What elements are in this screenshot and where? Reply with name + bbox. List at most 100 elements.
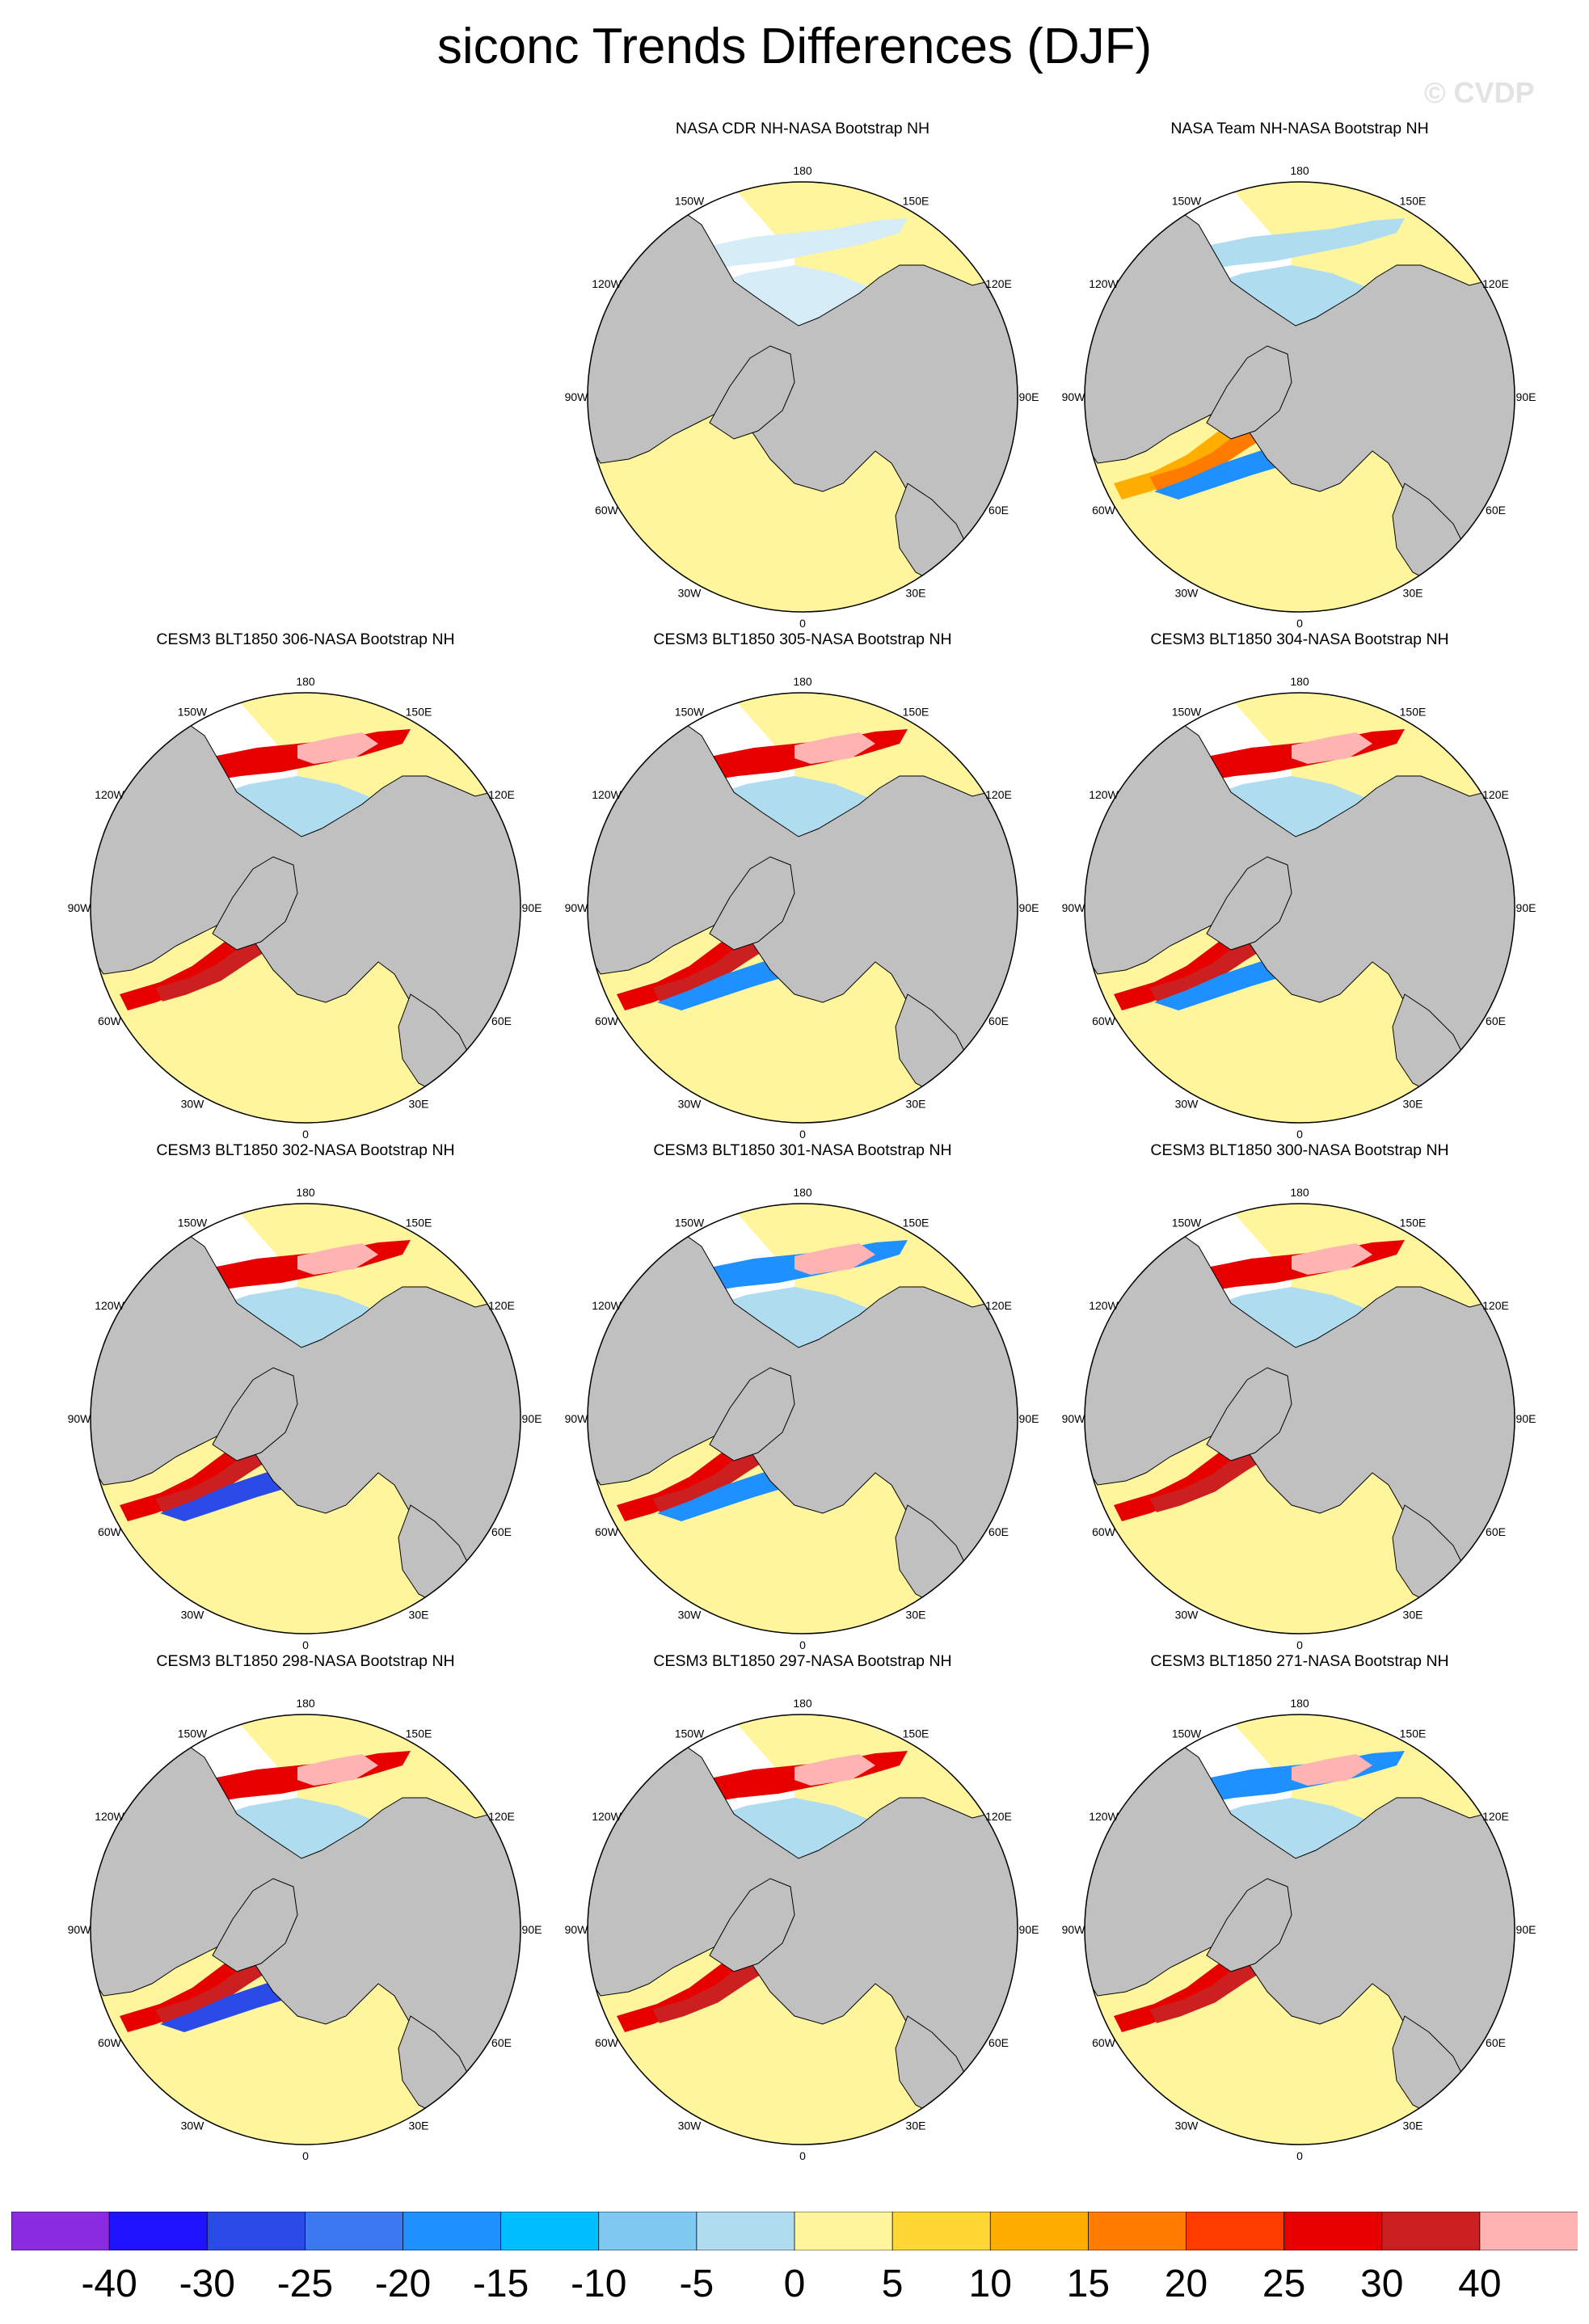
longitude-label: 150E: [406, 1217, 432, 1229]
longitude-label: 90W: [1062, 1923, 1086, 1936]
longitude-label: 0: [1296, 617, 1303, 629]
colorbar-tick-label: 25: [1262, 2263, 1306, 2305]
map-panel: CESM3 BLT1850 305-NASA Bootstrap NH 180 15…: [552, 631, 1053, 1140]
longitude-label: 30W: [181, 1098, 205, 1111]
longitude-label: 150W: [675, 195, 705, 208]
colorbar-tick-label: 40: [1458, 2263, 1502, 2305]
longitude-label: 120E: [488, 1810, 515, 1823]
north-strong-anomaly: [297, 732, 378, 764]
colorbar-swatch: [206, 2211, 306, 2251]
panel-title: CESM3 BLT1850 297-NASA Bootstrap NH: [653, 1652, 952, 1670]
north-strong-anomaly: [1292, 1754, 1372, 1786]
map-panel: NASA Team NH-NASA Bootstrap NH 180 150E 120…: [1049, 120, 1550, 629]
map-boundary: [90, 692, 521, 1124]
longitude-label: 150W: [178, 1727, 208, 1740]
longitude-label: 90W: [68, 1412, 92, 1425]
longitude-label: 180: [793, 1186, 812, 1199]
polar-map: 180 150E 120E 90E 60E 30E 0 30W 60W 90W 120W 150W: [1062, 675, 1536, 1140]
map-field: [588, 1715, 1018, 2145]
longitude-label: 90E: [522, 901, 542, 914]
longitude-label: 180: [1290, 1186, 1309, 1199]
map-panel: NASA CDR NH-NASA Bootstrap NH 180 150E 120E…: [552, 120, 1053, 629]
map-boundary: [1084, 692, 1515, 1124]
longitude-label: 30E: [906, 2119, 926, 2132]
longitude-label: 0: [799, 2149, 806, 2162]
longitude-label: 60E: [988, 2036, 1009, 2049]
longitude-label: 150E: [406, 1727, 432, 1740]
longitude-label: 90E: [1019, 1412, 1039, 1425]
longitude-label: 180: [793, 1697, 812, 1710]
longitude-label: 60W: [595, 504, 619, 517]
longitude-label: 150W: [178, 1217, 208, 1229]
colorbar-tick-label: -30: [179, 2263, 235, 2305]
map-field: [1085, 1715, 1515, 2145]
longitude-label: 90E: [522, 1412, 542, 1425]
longitude-label: 60E: [988, 504, 1009, 517]
longitude-label: 180: [296, 675, 315, 688]
map-boundary: [587, 181, 1018, 613]
colorbar-tick-label: 0: [783, 2263, 806, 2305]
north-strong-anomaly: [1292, 732, 1372, 764]
polar-map: 180 150E 120E 90E 60E 30E 0 30W 60W 90W 120W 150W: [565, 164, 1039, 629]
longitude-label: 0: [302, 2149, 309, 2162]
longitude-label: 180: [296, 1697, 315, 1710]
north-strong-anomaly: [794, 732, 875, 764]
greenland-land: [212, 1878, 298, 1972]
longitude-label: 120E: [1482, 788, 1509, 801]
colorbar-tick-label: -15: [472, 2263, 529, 2305]
longitude-label: 60W: [98, 1014, 122, 1027]
longitude-label: 30W: [678, 1098, 702, 1111]
longitude-label: 60E: [491, 2036, 512, 2049]
longitude-label: 60E: [1486, 2036, 1506, 2049]
greenland-land: [709, 1367, 795, 1461]
map-field: [588, 182, 1018, 612]
longitude-label: 30E: [906, 1098, 926, 1111]
longitude-label: 120E: [985, 277, 1012, 290]
longitude-label: 60W: [595, 1014, 619, 1027]
map-boundary: [1084, 1203, 1515, 1634]
map-panel: CESM3 BLT1850 300-NASA Bootstrap NH 180 15…: [1049, 1141, 1550, 1651]
longitude-label: 60E: [491, 1525, 512, 1538]
map-panel: CESM3 BLT1850 304-NASA Bootstrap NH 180 15…: [1049, 631, 1550, 1140]
greenland-land: [1206, 1367, 1292, 1461]
longitude-label: 90E: [1019, 901, 1039, 914]
longitude-label: 180: [1290, 164, 1309, 177]
longitude-label: 30W: [678, 2119, 702, 2132]
longitude-label: 120E: [985, 1810, 1012, 1823]
longitude-label: 180: [1290, 1697, 1309, 1710]
panel-title: CESM3 BLT1850 305-NASA Bootstrap NH: [653, 631, 952, 648]
map-field: [91, 1204, 521, 1634]
longitude-label: 60E: [1486, 1014, 1506, 1027]
longitude-label: 60W: [595, 1525, 619, 1538]
longitude-label: 150E: [1400, 1217, 1427, 1229]
longitude-label: 150W: [675, 1727, 705, 1740]
polar-map: 180 150E 120E 90E 60E 30E 0 30W 60W 90W 120W 150W: [565, 1697, 1039, 2162]
figure-title: siconc Trends Differences (DJF): [436, 19, 1153, 74]
longitude-label: 90W: [1062, 901, 1086, 914]
colorbar-tick-label: -40: [81, 2263, 137, 2305]
longitude-label: 90W: [68, 1923, 92, 1936]
map-boundary: [1084, 181, 1515, 613]
longitude-label: 30E: [1403, 2119, 1423, 2132]
longitude-label: 60E: [1486, 504, 1506, 517]
longitude-label: 150W: [1172, 1727, 1202, 1740]
longitude-label: 0: [799, 1128, 806, 1140]
longitude-label: 150W: [675, 1217, 705, 1229]
greenland-land: [709, 856, 795, 951]
polar-map: 180 150E 120E 90E 60E 30E 0 30W 60W 90W 120W 150W: [68, 675, 542, 1140]
longitude-label: 30W: [678, 587, 702, 600]
longitude-label: 180: [793, 164, 812, 177]
longitude-label: 90W: [1062, 390, 1086, 403]
map-boundary: [90, 1714, 521, 2145]
colorbar-swatch: [304, 2211, 404, 2251]
longitude-label: 60E: [491, 1014, 512, 1027]
longitude-label: 150E: [406, 706, 432, 719]
greenland-land: [1206, 856, 1292, 951]
longitude-label: 30E: [1403, 1609, 1423, 1622]
panel-title: CESM3 BLT1850 301-NASA Bootstrap NH: [653, 1141, 952, 1159]
polar-map: 180 150E 120E 90E 60E 30E 0 30W 60W 90W 120W 150W: [1062, 164, 1536, 629]
map-panel: CESM3 BLT1850 306-NASA Bootstrap NH 180 15…: [55, 631, 556, 1140]
longitude-label: 30W: [1175, 2119, 1199, 2132]
polar-map: 180 150E 120E 90E 60E 30E 0 30W 60W 90W 120W 150W: [1062, 1186, 1536, 1651]
colorbar-swatch: [989, 2211, 1090, 2251]
